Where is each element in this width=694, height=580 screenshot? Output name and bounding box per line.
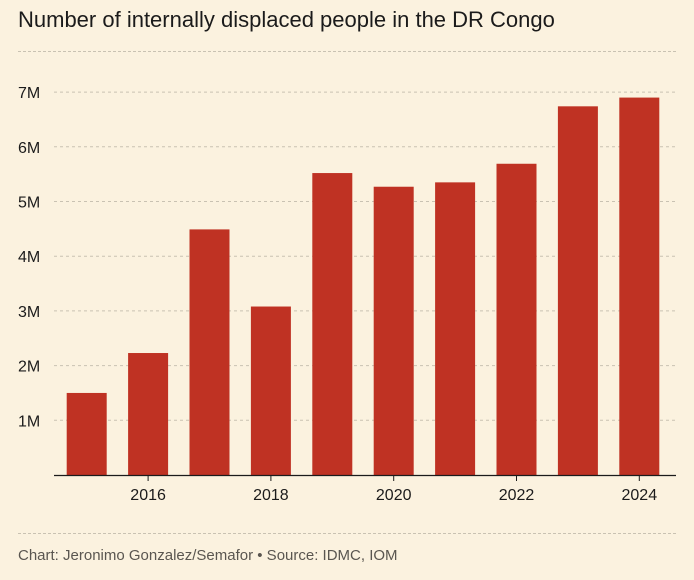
title-divider: [18, 51, 676, 52]
bar-2023: [557, 106, 598, 476]
x-tick-label: 2022: [499, 487, 535, 504]
y-tick-label: 2M: [18, 359, 40, 376]
chart-title: Number of internally displaced people in…: [18, 7, 555, 32]
x-tick-label: 2018: [253, 487, 289, 504]
bar-2020: [373, 186, 414, 475]
bar-2017: [189, 229, 230, 475]
x-tick-label: 2016: [130, 487, 166, 504]
x-tick-label: 2020: [376, 487, 412, 504]
y-tick-label: 4M: [18, 249, 40, 266]
footer-divider: [18, 533, 676, 534]
bar-2022: [496, 163, 537, 475]
y-tick-label: 6M: [18, 140, 40, 157]
chart-credit: Chart: Jeronimo Gonzalez/Semafor • Sourc…: [18, 547, 398, 564]
y-tick-label: 1M: [18, 413, 40, 430]
bar-2015: [66, 392, 107, 475]
bar-2016: [128, 353, 169, 475]
y-tick-label: 5M: [18, 195, 40, 212]
y-tick-label: 3M: [18, 304, 40, 321]
bar-2019: [312, 173, 353, 475]
bar-2024: [619, 97, 660, 475]
y-tick-label: 7M: [18, 85, 40, 102]
bar-2021: [435, 182, 476, 476]
x-tick-label: 2024: [622, 487, 658, 504]
bar-2018: [250, 306, 291, 475]
